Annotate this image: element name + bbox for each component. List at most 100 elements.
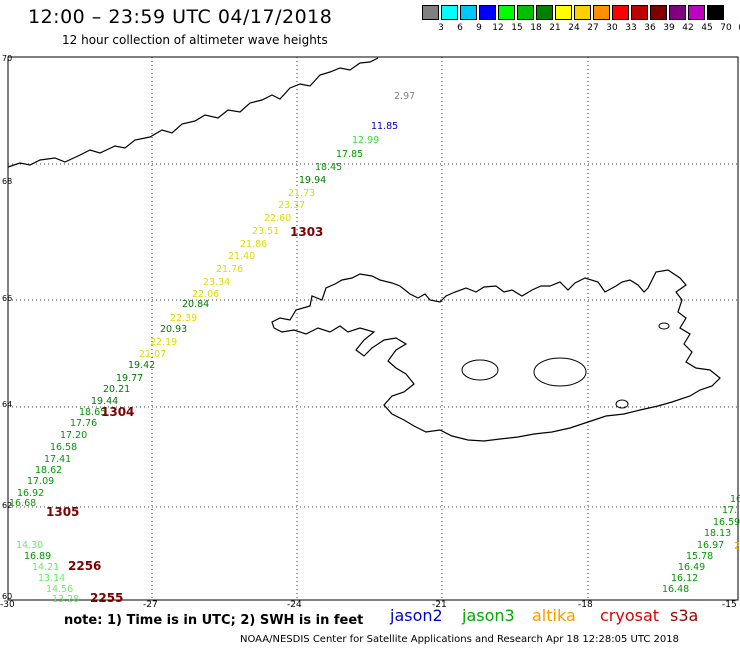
wave-height-value: 23.37 xyxy=(278,200,306,211)
wave-height-value: 17. xyxy=(722,505,738,516)
wave-height-value: 18.65 xyxy=(79,407,107,418)
scale-swatch xyxy=(422,5,439,20)
lat-label: 62 xyxy=(2,501,13,510)
wave-height-value: 17.20 xyxy=(60,430,88,441)
wave-height-value: 15.78 xyxy=(686,551,714,562)
wave-height-value: 22.60 xyxy=(264,213,292,224)
wave-height-value: 17.09 xyxy=(27,476,55,487)
scale-swatch xyxy=(536,5,553,20)
scale-swatch xyxy=(441,5,458,20)
scale-label: 36 xyxy=(644,23,656,33)
lon-label: -15 xyxy=(722,600,737,610)
wave-height-value: 16.12 xyxy=(671,573,699,584)
scale-swatch xyxy=(517,5,534,20)
wave-height-value: 16 xyxy=(730,494,740,505)
wave-height-value: 19.42 xyxy=(128,360,156,371)
scale-label: 15 xyxy=(511,23,523,33)
pass-time: 2256 xyxy=(68,559,102,573)
wave-height-value: 16.48 xyxy=(662,584,690,595)
lat-label: 68 xyxy=(2,177,13,186)
lon-label: -27 xyxy=(143,600,158,610)
wave-height-value: 14.56 xyxy=(46,584,74,595)
scale-label: 70 xyxy=(720,23,732,33)
scale-label: 45 xyxy=(701,23,713,33)
map-title: 12:00 – 23:59 UTC 04/17/2018 xyxy=(28,6,333,28)
wave-height-value: 19.94 xyxy=(299,175,327,186)
wave-height-value: 22.19 xyxy=(150,337,178,348)
scale-swatch xyxy=(498,5,515,20)
mission-s3a: s3a xyxy=(670,606,699,625)
wave-height-value: 22.06 xyxy=(192,289,220,300)
glacier-outline xyxy=(461,359,499,381)
scale-swatch xyxy=(669,5,686,20)
wave-height-value: 20.84 xyxy=(182,299,210,310)
graticule xyxy=(8,57,738,600)
wave-height-value: 17.76 xyxy=(70,418,98,429)
mission-jason2: jason2 xyxy=(390,606,443,625)
wave-height-value: 16.89 xyxy=(24,551,52,562)
wave-height-value: 18.45 xyxy=(315,162,343,173)
iceland-coastline xyxy=(271,269,721,442)
mission-jason3: jason3 xyxy=(462,606,515,625)
wave-height-value: 21.07 xyxy=(139,349,167,360)
wave-height-value: 20.21 xyxy=(103,384,131,395)
scale-label: 21 xyxy=(549,23,561,33)
scale-label: (ft) xyxy=(734,23,740,33)
scale-swatch xyxy=(612,5,629,20)
scale-label: 33 xyxy=(625,23,637,33)
lon-label: -30 xyxy=(0,600,15,610)
scale-label: 24 xyxy=(568,23,580,33)
island-outline xyxy=(615,399,629,409)
wave-height-value: 21.73 xyxy=(288,188,316,199)
wave-height-value: 18.13 xyxy=(704,528,732,539)
scale-label: 3 xyxy=(438,23,444,33)
wave-height-value: 23.51 xyxy=(252,226,280,237)
wave-height-value: 21.86 xyxy=(240,239,268,250)
credit-line: NOAA/NESDIS Center for Satellite Applica… xyxy=(240,634,679,645)
lon-label: -24 xyxy=(287,600,302,610)
wave-height-value: 14.21 xyxy=(32,562,60,573)
island-outline xyxy=(658,322,670,330)
wave-height-value: 16.97 xyxy=(697,540,725,551)
scale-label: 30 xyxy=(606,23,618,33)
scale-swatch xyxy=(574,5,591,20)
scale-label: 6 xyxy=(457,23,463,33)
scale-label: 42 xyxy=(682,23,694,33)
pass-time: 2255 xyxy=(90,591,124,605)
lat-label: 60 xyxy=(2,592,13,601)
scale-swatch xyxy=(479,5,496,20)
lat-label: 64 xyxy=(2,400,13,409)
pass-time: 1303 xyxy=(290,225,324,239)
wave-height-value: 18.62 xyxy=(35,465,63,476)
wave-height-value: 16.68 xyxy=(9,498,37,509)
lon-label: -21 xyxy=(432,600,447,610)
mission-cryosat: cryosat xyxy=(600,606,660,625)
scale-swatch xyxy=(707,5,724,20)
scale-swatch xyxy=(631,5,648,20)
mission-altika: altika xyxy=(532,606,576,625)
wave-height-value: 23.34 xyxy=(203,277,231,288)
map-subtitle: 12 hour collection of altimeter wave hei… xyxy=(62,33,328,47)
pass-time: 1305 xyxy=(46,505,80,519)
wave-height-value: 20.93 xyxy=(160,324,188,335)
wave-height-value: 17.85 xyxy=(336,149,364,160)
wave-height-value: 19.44 xyxy=(91,396,119,407)
wave-height-value: 2 xyxy=(734,541,740,552)
wave-height-value: 13.28 xyxy=(52,594,80,605)
scale-label: 12 xyxy=(492,23,504,33)
pass-time: 1304 xyxy=(101,405,135,419)
scale-swatch xyxy=(555,5,572,20)
scale-swatch xyxy=(688,5,705,20)
wave-height-value: 21.76 xyxy=(216,264,244,275)
scale-label: 18 xyxy=(530,23,542,33)
greenland-coastline xyxy=(7,57,379,168)
wave-height-value: 22.39 xyxy=(170,313,198,324)
scale-swatch xyxy=(460,5,477,20)
wave-height-value: 16.58 xyxy=(50,442,78,453)
wave-height-value: 16.59 xyxy=(713,517,740,528)
scale-label: 27 xyxy=(587,23,599,33)
wave-height-value: 12.99 xyxy=(352,135,380,146)
wave-height-value: 14.30 xyxy=(16,540,44,551)
wave-height-value: 16.92 xyxy=(17,488,45,499)
